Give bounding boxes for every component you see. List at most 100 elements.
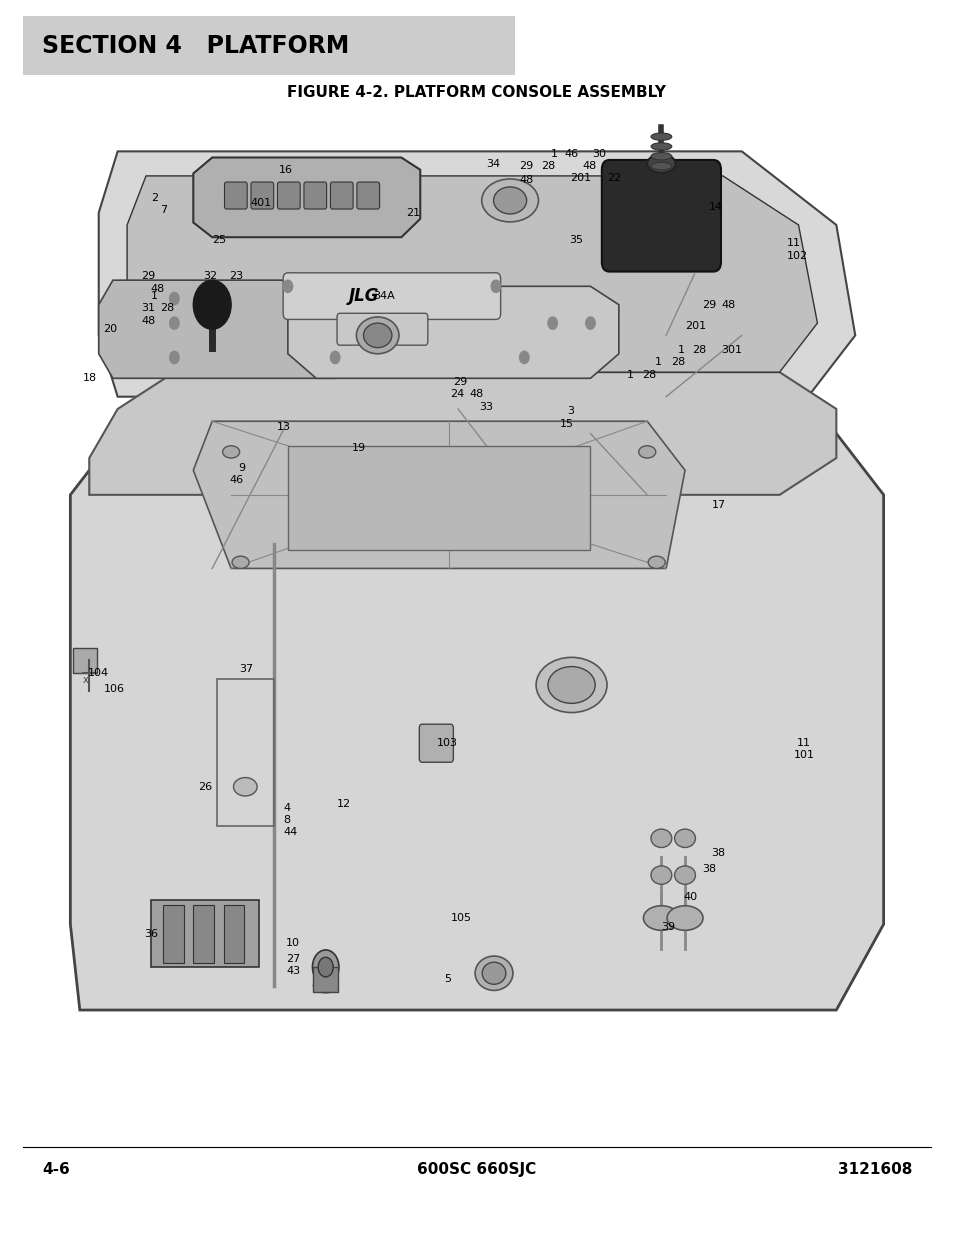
Circle shape (547, 317, 557, 330)
Text: 28: 28 (692, 345, 706, 356)
Ellipse shape (233, 778, 257, 797)
Text: 36: 36 (144, 929, 158, 939)
Text: 48: 48 (469, 389, 483, 399)
Circle shape (170, 317, 179, 330)
FancyBboxPatch shape (151, 899, 259, 967)
Text: 39: 39 (660, 921, 675, 931)
Ellipse shape (314, 978, 337, 993)
FancyBboxPatch shape (336, 314, 427, 345)
Ellipse shape (646, 154, 675, 173)
Ellipse shape (232, 556, 249, 568)
Text: 20: 20 (103, 325, 117, 335)
FancyBboxPatch shape (193, 904, 213, 963)
Text: 33: 33 (478, 401, 493, 411)
Text: 31: 31 (141, 304, 155, 314)
Ellipse shape (639, 446, 655, 458)
Ellipse shape (481, 962, 505, 984)
Text: 48: 48 (141, 316, 155, 326)
Text: x: x (83, 676, 89, 685)
Ellipse shape (650, 133, 671, 141)
Text: 46: 46 (563, 149, 578, 159)
Text: 29: 29 (519, 161, 534, 172)
Text: 3: 3 (566, 406, 574, 416)
Text: 8: 8 (283, 815, 290, 825)
Text: 102: 102 (786, 251, 807, 261)
Ellipse shape (222, 446, 239, 458)
PathPatch shape (193, 158, 420, 237)
Text: 37: 37 (238, 664, 253, 674)
Text: 1: 1 (626, 369, 633, 379)
Text: 201: 201 (569, 173, 590, 183)
Text: 15: 15 (559, 419, 574, 429)
Text: 35: 35 (569, 235, 583, 245)
Circle shape (283, 280, 293, 293)
Ellipse shape (650, 866, 671, 884)
Text: 44: 44 (283, 827, 297, 837)
Text: 48: 48 (519, 174, 534, 184)
Text: 11: 11 (786, 238, 801, 248)
Text: 104: 104 (88, 668, 109, 678)
FancyBboxPatch shape (224, 182, 247, 209)
Text: 17: 17 (711, 500, 725, 510)
Ellipse shape (475, 956, 513, 990)
Text: 7: 7 (160, 205, 167, 215)
Text: 4: 4 (283, 803, 290, 813)
FancyBboxPatch shape (288, 446, 590, 550)
Circle shape (170, 293, 179, 305)
FancyBboxPatch shape (223, 904, 244, 963)
FancyBboxPatch shape (23, 16, 515, 75)
Ellipse shape (674, 829, 695, 847)
Ellipse shape (481, 179, 537, 222)
PathPatch shape (90, 372, 836, 495)
Text: 9: 9 (238, 463, 246, 473)
Text: 600SC 660SJC: 600SC 660SJC (416, 1162, 536, 1177)
Text: 301: 301 (720, 345, 741, 356)
PathPatch shape (71, 396, 882, 1010)
FancyBboxPatch shape (163, 904, 184, 963)
Text: 46: 46 (229, 475, 243, 485)
Ellipse shape (674, 866, 695, 884)
Ellipse shape (642, 905, 679, 930)
Circle shape (170, 351, 179, 363)
Text: 40: 40 (682, 892, 697, 903)
Text: 29: 29 (453, 377, 467, 387)
FancyBboxPatch shape (356, 182, 379, 209)
Text: SECTION 4   PLATFORM: SECTION 4 PLATFORM (42, 33, 349, 58)
PathPatch shape (288, 287, 618, 378)
Text: 10: 10 (286, 937, 299, 947)
Ellipse shape (650, 829, 671, 847)
Ellipse shape (356, 317, 398, 353)
Bar (314, 967, 337, 992)
Text: 103: 103 (436, 737, 457, 747)
Text: 14: 14 (708, 201, 722, 211)
Text: 18: 18 (83, 373, 96, 383)
Text: 106: 106 (103, 684, 124, 694)
Text: 28: 28 (160, 304, 174, 314)
Ellipse shape (547, 667, 595, 704)
Ellipse shape (666, 905, 702, 930)
Text: 1: 1 (151, 291, 157, 301)
Text: 34: 34 (486, 158, 500, 169)
Circle shape (585, 317, 595, 330)
Text: 13: 13 (276, 422, 291, 432)
Text: 22: 22 (607, 173, 621, 183)
Text: 23: 23 (229, 272, 243, 282)
FancyBboxPatch shape (251, 182, 274, 209)
PathPatch shape (127, 175, 817, 372)
Text: 3121608: 3121608 (837, 1162, 911, 1177)
Ellipse shape (650, 143, 671, 151)
PathPatch shape (193, 421, 684, 568)
Text: 38: 38 (711, 848, 725, 858)
Ellipse shape (317, 957, 333, 977)
PathPatch shape (98, 280, 354, 378)
Text: 25: 25 (212, 235, 226, 245)
Text: 48: 48 (151, 284, 165, 294)
Text: 101: 101 (793, 750, 814, 760)
Ellipse shape (536, 657, 606, 713)
Text: 201: 201 (684, 321, 705, 331)
Text: 48: 48 (582, 161, 597, 172)
Ellipse shape (650, 163, 671, 169)
Text: 43: 43 (286, 966, 300, 976)
Text: 32: 32 (203, 272, 216, 282)
Text: 24: 24 (450, 389, 464, 399)
